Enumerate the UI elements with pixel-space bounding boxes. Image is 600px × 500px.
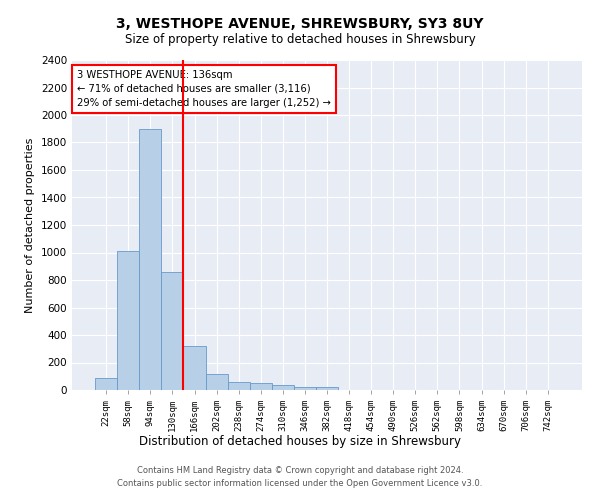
Bar [206, 374, 227, 390]
Text: 3, WESTHOPE AVENUE, SHREWSBURY, SY3 8UY: 3, WESTHOPE AVENUE, SHREWSBURY, SY3 8UY [116, 18, 484, 32]
Bar [161, 272, 184, 390]
Bar [272, 385, 294, 390]
Bar [294, 387, 316, 390]
Bar [250, 384, 272, 390]
Y-axis label: Number of detached properties: Number of detached properties [25, 138, 35, 312]
Bar [227, 382, 250, 390]
Text: Contains HM Land Registry data © Crown copyright and database right 2024.
Contai: Contains HM Land Registry data © Crown c… [118, 466, 482, 487]
Bar [95, 378, 117, 390]
Bar [184, 346, 206, 390]
Bar [316, 387, 338, 390]
Bar [117, 251, 139, 390]
Text: Size of property relative to detached houses in Shrewsbury: Size of property relative to detached ho… [125, 32, 475, 46]
Text: 3 WESTHOPE AVENUE: 136sqm
← 71% of detached houses are smaller (3,116)
29% of se: 3 WESTHOPE AVENUE: 136sqm ← 71% of detac… [77, 70, 331, 108]
Bar [139, 128, 161, 390]
Text: Distribution of detached houses by size in Shrewsbury: Distribution of detached houses by size … [139, 435, 461, 448]
